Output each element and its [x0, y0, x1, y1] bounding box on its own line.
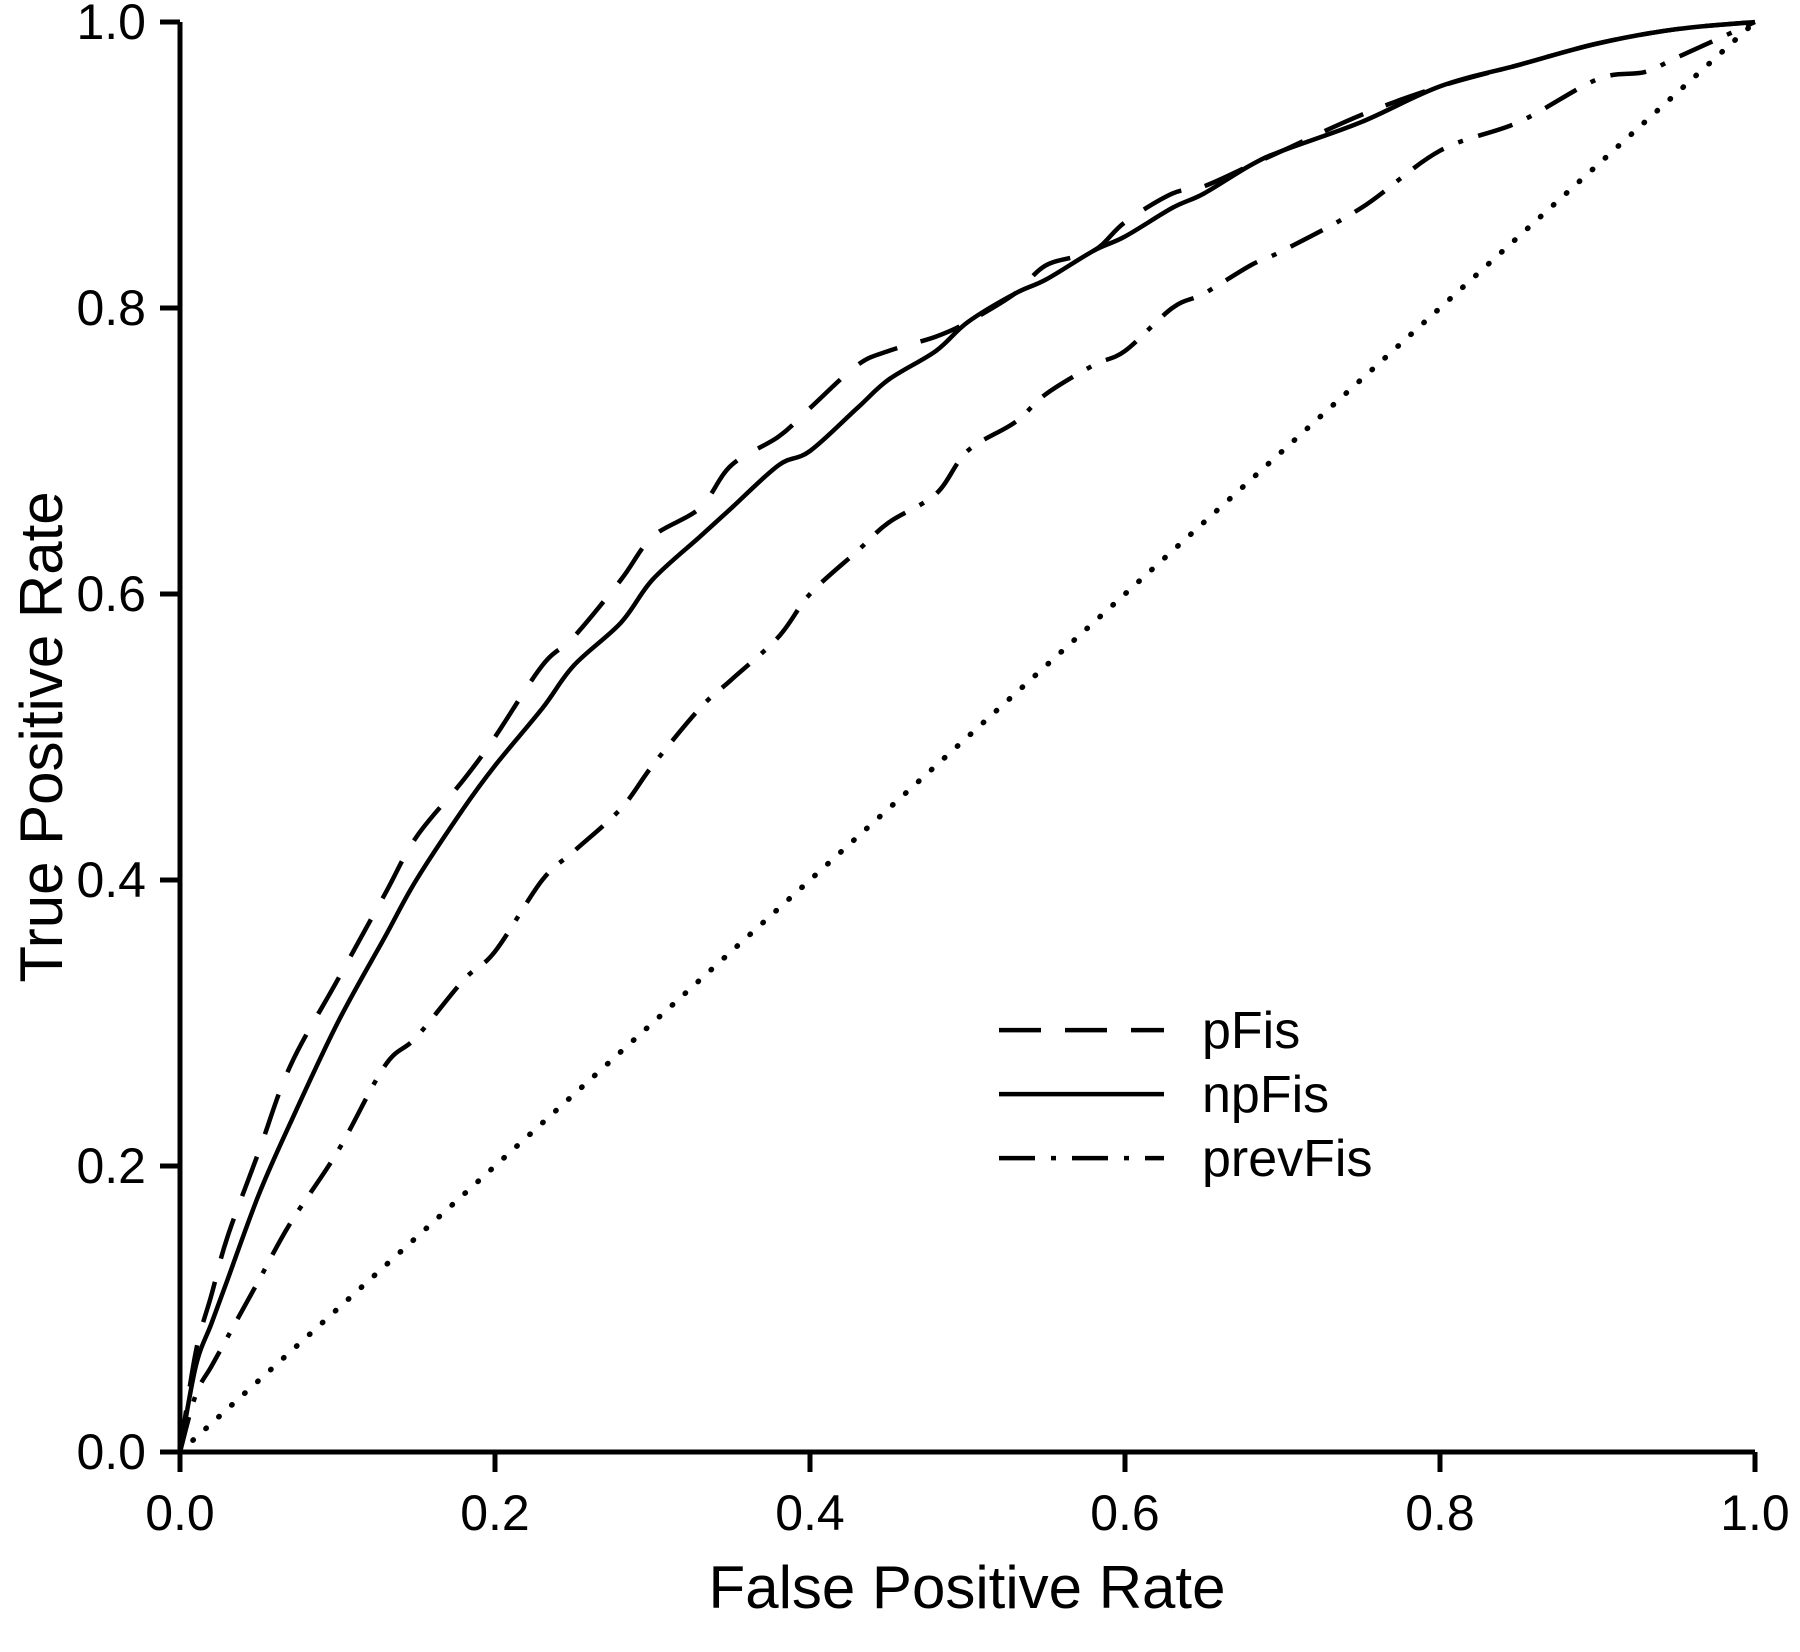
series-line-npFis: [177, 19, 1756, 1453]
x-tick-label: 0.0: [145, 1485, 215, 1541]
y-tick-label: 0.2: [76, 1138, 146, 1194]
x-tick-label: 0.4: [775, 1485, 845, 1541]
x-tick-label: 1.0: [1720, 1485, 1790, 1541]
axis-lines: [177, 22, 1755, 1455]
y-tick-label: 0.8: [76, 280, 146, 336]
series-line-prevFis: [177, 19, 1756, 1453]
y-tick-label: 0.4: [76, 852, 146, 908]
legend-label-prevFis: prevFis: [1202, 1130, 1372, 1188]
plot-area: 0.0 0.2 0.4 0.6 0.8 1.0 0.0 0.2 0.4 0.6 0.8 1.0 pFis…: [76, 0, 1789, 1541]
x-tick-label: 0.6: [1090, 1485, 1160, 1541]
series-line-pFis: [177, 19, 1756, 1453]
y-tick-label: 1.0: [76, 0, 146, 50]
legend-label-pFis: pFis: [1202, 1002, 1300, 1060]
y-tick-label: 0.6: [76, 566, 146, 622]
y-tick-label: 0.0: [76, 1424, 146, 1480]
y-axis-title: True Positive Rate: [8, 491, 75, 982]
series-line-chance: [177, 19, 1758, 1455]
x-tick-label: 0.8: [1405, 1485, 1475, 1541]
legend-label-npFis: npFis: [1202, 1066, 1329, 1124]
x-axis-title: False Positive Rate: [709, 1554, 1226, 1621]
x-tick-label: 0.2: [460, 1485, 530, 1541]
